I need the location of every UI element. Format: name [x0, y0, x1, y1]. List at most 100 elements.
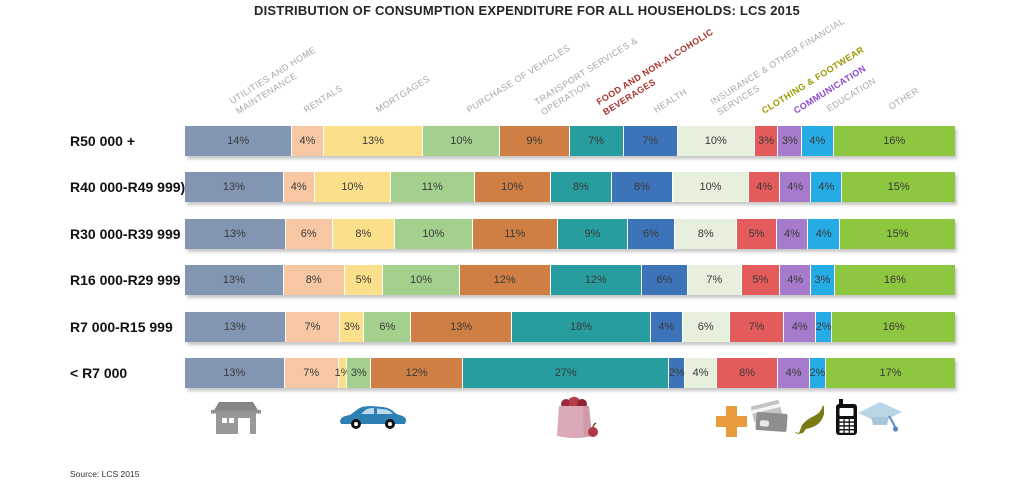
segment-mortgages: 8%	[332, 219, 394, 249]
segment-transport-services: 13%	[411, 312, 512, 342]
segment-transport-services: 10%	[474, 172, 550, 202]
bar-row-4: R7 000-R15 999 13% 7% 3% 6% 13% 18% 4% 6% 7% 4% 2% 1…	[0, 312, 1024, 342]
segment-clothing: 5%	[737, 219, 776, 249]
segment-communication: 4%	[780, 172, 811, 202]
segment-clothing: 3%	[754, 126, 778, 156]
mobile-phone-icon	[836, 399, 857, 440]
segment-purchase-of-vehicles: 10%	[395, 219, 472, 249]
segment-health: 8%	[611, 172, 672, 202]
stacked-bar: 13% 6% 8% 10% 11% 9% 6% 8% 5% 4% 4% 15%	[185, 219, 955, 249]
segment-health: 7%	[623, 126, 677, 156]
segment-clothing: 7%	[729, 312, 784, 342]
segment-food: 27%	[463, 358, 669, 388]
segment-health: 6%	[628, 219, 674, 249]
segment-other: 15%	[842, 172, 956, 202]
segment-education: 3%	[811, 265, 834, 295]
bar-row-2: R30 000-R39 999 13% 6% 8% 10% 11% 9% 6% 8% 5% 4% 4%…	[0, 219, 1024, 249]
segment-mortgages: 5%	[344, 265, 383, 295]
segment-insurance: 7%	[687, 265, 741, 295]
segment-education: 4%	[811, 172, 842, 202]
row-label: R30 000-R39 999	[70, 226, 181, 242]
stacked-bar: 13% 4% 10% 11% 10% 8% 8% 10% 4% 4% 4% 15%	[185, 172, 956, 202]
segment-education: 2%	[816, 312, 832, 342]
bar-row-1: R40 000-R49 999) 13% 4% 10% 11% 10% 8% 8% 10% 4% 4…	[0, 172, 1024, 202]
segment-utilities: 13%	[185, 219, 285, 249]
house-icon	[211, 402, 261, 439]
column-header-other: OTHER	[886, 85, 921, 112]
segment-health: 4%	[651, 312, 682, 342]
segment-rentals: 7%	[285, 312, 340, 342]
segment-purchase-of-vehicles: 3%	[347, 358, 371, 388]
segment-insurance: 10%	[677, 126, 754, 156]
chart-title: DISTRIBUTION OF CONSUMPTION EXPENDITURE …	[254, 3, 800, 18]
stacked-bar: 13% 7% 1% 3% 12% 27% 2% 4% 8% 4% 2% 17%	[185, 358, 956, 388]
segment-clothing: 5%	[741, 265, 780, 295]
segment-mortgages: 10%	[314, 172, 390, 202]
car-icon	[338, 405, 408, 435]
row-label: R16 000-R29 999	[70, 272, 181, 288]
segment-purchase-of-vehicles: 11%	[390, 172, 474, 202]
segment-insurance: 6%	[682, 312, 729, 342]
segment-utilities: 13%	[185, 265, 283, 295]
segment-utilities: 13%	[185, 172, 283, 202]
segment-other: 16%	[833, 126, 955, 156]
segment-food: 12%	[550, 265, 641, 295]
graduation-cap-icon	[858, 402, 902, 438]
segment-education: 2%	[809, 358, 825, 388]
bar-row-5: < R7 000 13% 7% 1% 3% 12% 27% 2% 4% 8% 4% 2% 17%	[0, 358, 1024, 388]
segment-utilities: 14%	[185, 126, 292, 156]
high-heel-shoe-icon	[793, 404, 825, 439]
bar-row-3: R16 000-R29 999 13% 8% 5% 10% 12% 12% 6% 7% 5% 4% 3…	[0, 265, 1024, 295]
segment-food: 7%	[569, 126, 623, 156]
segment-clothing: 8%	[716, 358, 778, 388]
grocery-bag-icon	[553, 396, 599, 444]
segment-other: 17%	[825, 358, 956, 388]
row-label: R7 000-R15 999	[70, 319, 173, 335]
segment-rentals: 7%	[284, 358, 338, 388]
row-label: < R7 000	[70, 365, 128, 381]
source-notes: Source: LCS 2015 Note: Health includes m…	[70, 447, 523, 490]
column-header-health: HEALTH	[651, 86, 689, 115]
segment-food: 8%	[550, 172, 611, 202]
segment-utilities: 13%	[185, 312, 285, 342]
segment-transport-services: 9%	[500, 126, 569, 156]
segment-rentals: 4%	[292, 126, 323, 156]
segment-rentals: 4%	[283, 172, 314, 202]
column-header-mortgages: MORTGAGES	[373, 73, 432, 115]
segment-other: 16%	[834, 265, 956, 295]
segment-transport-services: 12%	[371, 358, 463, 388]
bank-cards-icon	[750, 399, 790, 439]
source-note: Source: LCS 2015	[70, 469, 140, 479]
segment-rentals: 8%	[283, 265, 344, 295]
segment-mortgages: 13%	[323, 126, 423, 156]
stacked-bar: 13% 7% 3% 6% 13% 18% 4% 6% 7% 4% 2% 16%	[185, 312, 956, 342]
segment-mortgages: 3%	[340, 312, 364, 342]
segment-transport-services: 12%	[459, 265, 550, 295]
bar-row-0: R50 000 +14% 4% 13% 10% 9% 7% 7% 10% 3% 3% 4% 16%	[0, 126, 1024, 156]
segment-communication: 4%	[776, 219, 808, 249]
segment-food: 9%	[558, 219, 627, 249]
stacked-bar: 14% 4% 13% 10% 9% 7% 7% 10% 3% 3% 4% 16%	[185, 126, 955, 156]
segment-communication: 4%	[780, 265, 811, 295]
stacked-bar: 13% 8% 5% 10% 12% 12% 6% 7% 5% 4% 3% 16%	[185, 265, 956, 295]
segment-insurance: 4%	[685, 358, 716, 388]
row-label: R40 000-R49 999)	[70, 179, 186, 195]
segment-education: 4%	[802, 126, 833, 156]
segment-health: 2%	[669, 358, 685, 388]
segment-communication: 4%	[778, 358, 809, 388]
segment-mortgages: 1%	[335, 358, 351, 388]
segment-food: 18%	[512, 312, 651, 342]
segment-education: 4%	[808, 219, 839, 249]
segment-rentals: 6%	[285, 219, 332, 249]
segment-utilities: 13%	[185, 358, 284, 388]
segment-transport-services: 11%	[472, 219, 557, 249]
segment-purchase-of-vehicles: 10%	[383, 265, 459, 295]
column-header-rentals: RENTALS	[301, 83, 345, 115]
segment-insurance: 8%	[675, 219, 737, 249]
segment-health: 6%	[641, 265, 687, 295]
segment-communication: 4%	[784, 312, 816, 342]
segment-other: 15%	[840, 219, 955, 249]
segment-insurance: 10%	[672, 172, 749, 202]
segment-purchase-of-vehicles: 6%	[364, 312, 411, 342]
